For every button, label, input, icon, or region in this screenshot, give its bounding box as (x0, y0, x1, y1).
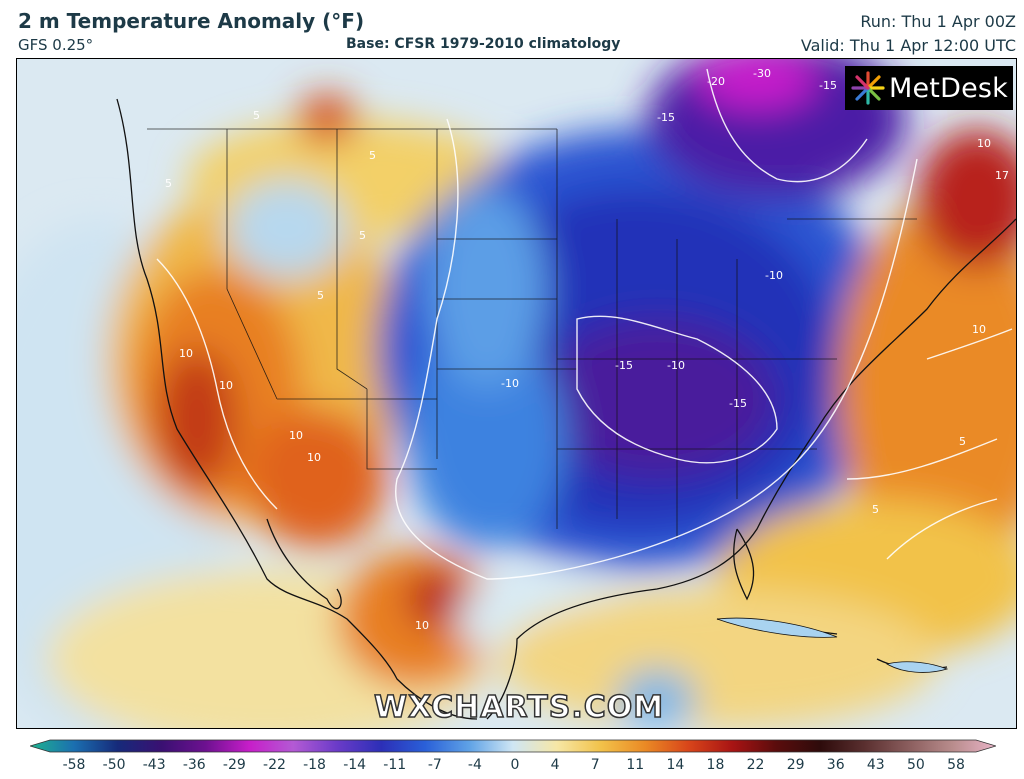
legend-tick-label: -36 (182, 757, 206, 773)
legend-tick-label: -18 (303, 757, 326, 773)
legend-tick-label: -14 (343, 757, 367, 773)
climatology-base-label: Base: CFSR 1979-2010 climatology (346, 36, 621, 52)
legend-ticks: -58 -50 -43 -36 -29 -22 -18 -14 -11 -7 -4 0 4 7 11 14 18… (30, 757, 996, 775)
contour-label: 10 (219, 379, 233, 392)
metdesk-brand: MetDesk (889, 72, 1008, 104)
valid-time-label: Valid: Thu 1 Apr 12:00 UTC (800, 36, 1016, 55)
legend-tick-label: 11 (626, 757, 645, 773)
legend-tick-label: 36 (826, 757, 845, 773)
state-borders (147, 128, 917, 539)
legend-tick-label: 7 (590, 757, 600, 773)
legend-tick-label: -50 (102, 757, 126, 773)
contour-label: 10 (415, 619, 429, 632)
legend-tick-label: -11 (383, 757, 407, 773)
contour-label: -20 (707, 75, 725, 88)
legend-tick-label: 4 (550, 757, 560, 773)
contour-label: 5 (253, 109, 260, 122)
legend-colorbar (30, 739, 996, 753)
legend-tick-label: -22 (263, 757, 286, 773)
contour-label: -15 (729, 397, 747, 410)
legend-tick-label: 18 (706, 757, 725, 773)
contour-label: 10 (977, 137, 991, 150)
legend-tick-label: -43 (142, 757, 166, 773)
legend-tick-label: 29 (786, 757, 805, 773)
legend-tick-label: 22 (746, 757, 765, 773)
contour-label: 5 (369, 149, 376, 162)
metdesk-logo: MetDesk (845, 66, 1013, 110)
contour-label: -10 (765, 269, 783, 282)
contour-label: -15 (657, 111, 675, 124)
legend-gradient (30, 739, 996, 753)
legend-tick-label: 50 (906, 757, 925, 773)
contour-label: -10 (667, 359, 685, 372)
contour-label: 5 (872, 503, 879, 516)
contour-label: 10 (289, 429, 303, 442)
legend-tick-label: -7 (427, 757, 442, 773)
anomaly-map: -20 -30 -15 -15 -15 -10 -10 -15 -10 10 1… (16, 58, 1017, 729)
contour-label: -30 (753, 67, 771, 80)
contour-label: 5 (317, 289, 324, 302)
legend-tick-label: 58 (947, 757, 965, 773)
legend-tick-label: 0 (510, 757, 520, 773)
legend-tick-label: 43 (866, 757, 885, 773)
contour-lines (156, 68, 1013, 580)
contour-label: -10 (501, 377, 519, 390)
color-legend: -58 -50 -43 -36 -29 -22 -18 -14 -11 -7 -4 0 4 7 11 14 18… (30, 737, 996, 777)
legend-tick-label: -4 (467, 757, 482, 773)
model-label: GFS 0.25° (18, 36, 94, 54)
contour-label: -15 (615, 359, 633, 372)
watermark: WXCHARTS.COM (373, 689, 665, 726)
legend-tick-label: -58 (62, 757, 86, 773)
contour-label: -15 (819, 79, 837, 92)
contour-label: 17 (995, 169, 1009, 182)
contour-label: 5 (359, 229, 366, 242)
contour-label: 5 (165, 177, 172, 190)
legend-tick-label: 14 (666, 757, 685, 773)
contour-label: 10 (307, 451, 321, 464)
run-time-label: Run: Thu 1 Apr 00Z (860, 12, 1016, 31)
contour-label: 10 (972, 323, 986, 336)
header: 2 m Temperature Anomaly (°F) GFS 0.25° B… (0, 0, 1024, 58)
caribbean-islands (716, 617, 949, 673)
contour-label: 5 (959, 435, 966, 448)
metdesk-burst-icon (851, 71, 885, 105)
legend-tick-label: -29 (222, 757, 246, 773)
contour-label: 10 (179, 347, 193, 360)
chart-title: 2 m Temperature Anomaly (°F) (18, 9, 365, 33)
map-canvas (17, 59, 1016, 728)
